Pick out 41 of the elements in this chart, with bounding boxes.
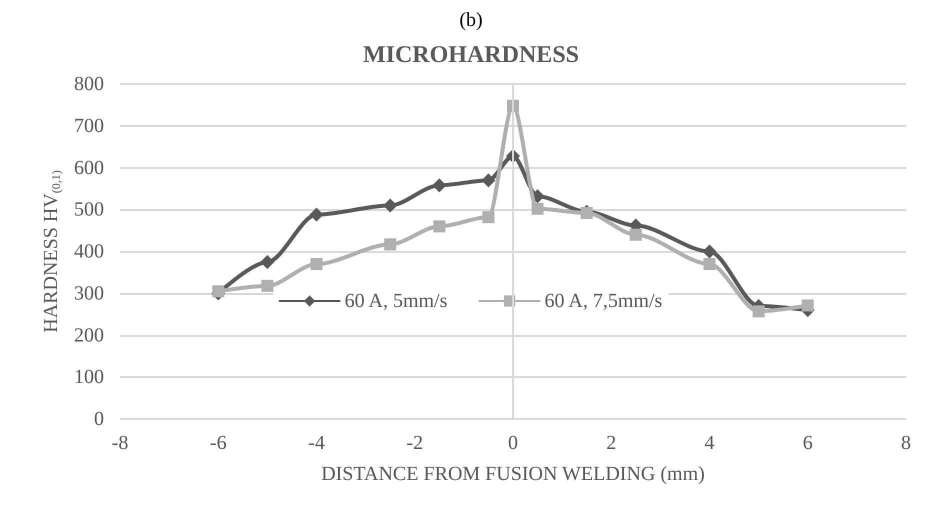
x-tick-label: -6 <box>210 432 227 454</box>
y-tick-label: 700 <box>74 114 104 137</box>
y-tick-label: 500 <box>74 198 104 221</box>
x-tick-label: -2 <box>406 432 424 454</box>
y-tick-label: 600 <box>74 156 104 179</box>
text: (b) <box>459 9 483 31</box>
point <box>630 228 642 241</box>
y-tick-label: 300 <box>74 282 104 304</box>
x-tick-label: 6 <box>802 432 813 454</box>
point <box>261 280 274 292</box>
point <box>384 238 396 250</box>
point <box>212 285 224 298</box>
y-tick-label: 800 <box>74 73 104 95</box>
point <box>481 173 496 188</box>
point <box>532 202 544 215</box>
y-axis-title: HARDNESS HV(0,1) <box>40 170 63 333</box>
legend-label: 60 A, 7,5mm/s <box>544 290 663 312</box>
x-axis-title: DISTANCE FROM FUSION WELDING (mm) <box>321 463 705 485</box>
point <box>482 211 494 224</box>
point <box>702 244 716 258</box>
x-tick-label: 0 <box>508 432 518 454</box>
x-tick-label: -8 <box>112 432 128 454</box>
point <box>433 220 446 232</box>
x-tick-label: 2 <box>606 432 616 454</box>
y-tick-label: 200 <box>74 324 104 346</box>
point <box>383 198 398 212</box>
x-tick-label: 4 <box>704 432 714 454</box>
point <box>260 254 274 269</box>
chart-title: MICROHARDNESS <box>362 42 580 68</box>
point <box>802 300 814 312</box>
point <box>310 258 322 270</box>
y-tick-label: 0 <box>94 408 104 430</box>
y-tick-label: 100 <box>74 366 104 388</box>
point <box>310 208 324 222</box>
x-tick-label: -4 <box>308 432 325 454</box>
point <box>752 305 765 318</box>
point <box>432 178 446 192</box>
y-tick-label: 400 <box>74 240 104 262</box>
x-tick-label: 8 <box>901 432 911 454</box>
point <box>704 258 716 270</box>
legend-label: 60 A, 5mm/s <box>344 290 448 312</box>
